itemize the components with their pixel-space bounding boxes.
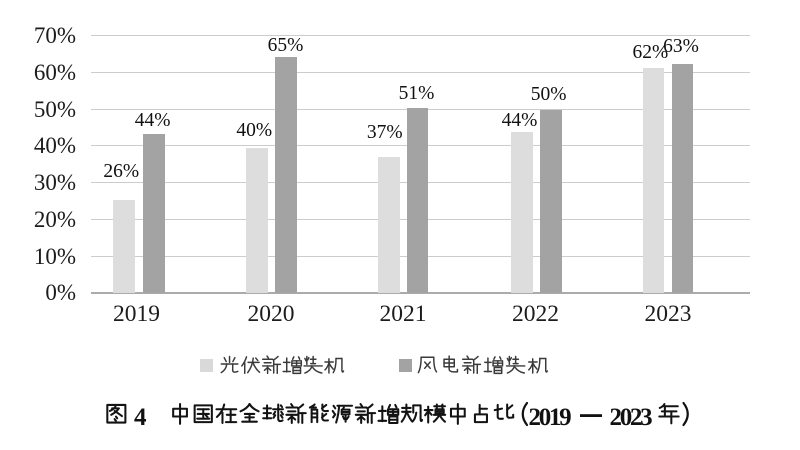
svg-text:2023: 2023 — [610, 404, 653, 431]
svg-text:4: 4 — [134, 404, 147, 431]
svg-text:2019: 2019 — [529, 404, 572, 431]
